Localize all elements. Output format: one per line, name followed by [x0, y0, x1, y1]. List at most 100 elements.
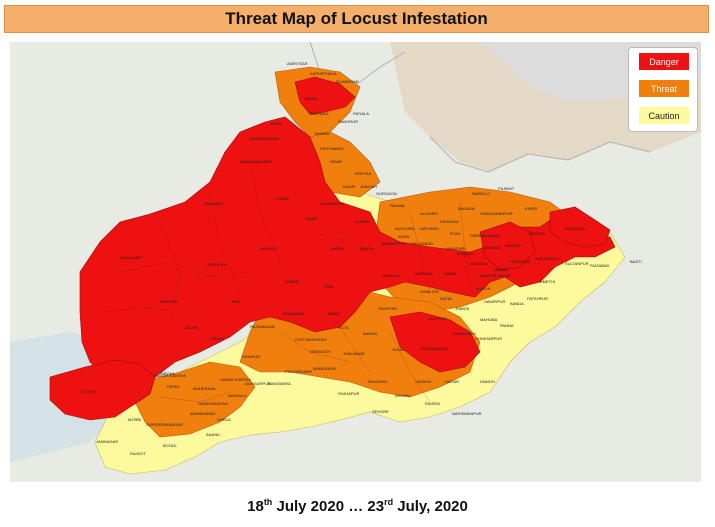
- place-label: MOGA: [305, 96, 318, 101]
- place-label: BHARATPUR: [382, 241, 407, 246]
- place-label: ETAWAH: [457, 251, 474, 256]
- zone-threat-gujarat: [134, 361, 256, 438]
- place-label: SABAR KANTHA: [220, 377, 251, 382]
- end-rest: July, 2020: [397, 498, 468, 515]
- map-legend: Danger Threat Caution: [628, 47, 698, 132]
- place-label: AMETHI: [540, 279, 556, 284]
- place-label: RAJGARH: [368, 379, 388, 384]
- place-label: FIROZABAD: [410, 241, 433, 246]
- place-label: BANDA: [510, 301, 524, 306]
- place-label: KHEDA: [217, 417, 231, 422]
- map-canvas[interactable]: AMRITSAR KAPURTHALA JALANDHAR MOGA BARNA…: [10, 42, 701, 482]
- place-label: JHALAWAR: [343, 351, 365, 356]
- place-label: PALWAL: [390, 203, 406, 208]
- place-label: JAISALMER: [120, 255, 143, 260]
- place-label: CHHATARPUR: [475, 336, 503, 341]
- place-label: MORBI: [128, 417, 142, 422]
- place-label: JHANSI: [455, 306, 470, 311]
- place-label: BARMER: [160, 299, 178, 304]
- place-label: KANNAUJ: [482, 245, 501, 250]
- zone-danger-east: [549, 206, 611, 248]
- place-label: BHIND: [444, 271, 457, 276]
- place-label: DAUSA: [360, 246, 374, 251]
- place-label: BHILWARA: [283, 311, 304, 316]
- place-label: JAMNAGAR: [96, 439, 119, 444]
- place-label: PILIBHIT: [498, 186, 515, 191]
- map-title: Threat Map of Locust Infestation: [225, 9, 488, 28]
- place-label: BAREILLY: [472, 191, 491, 196]
- place-label: MANDSAUR: [313, 366, 336, 371]
- place-label: RAJKOT: [130, 451, 146, 456]
- place-label: AJMER: [285, 279, 299, 284]
- place-label: CHITTAURGARH: [295, 337, 327, 342]
- place-label: SIROHI: [160, 371, 174, 376]
- place-label: SAGAR: [445, 379, 460, 384]
- place-label: AHMADABAD: [190, 411, 216, 416]
- place-label: UNNAO: [494, 267, 509, 272]
- place-label: LALITPUR: [428, 316, 448, 321]
- place-label: KANPUR DEHAT: [480, 273, 512, 278]
- place-label: LUCKNOW: [510, 259, 531, 264]
- place-label: DATIA: [440, 296, 452, 301]
- zone-danger-lucknow: [479, 221, 536, 271]
- place-label: SEHORE: [372, 409, 389, 414]
- place-label: BASTI: [630, 259, 642, 264]
- zone-danger-punjab-north: [294, 76, 356, 115]
- place-label: HARDOI: [505, 243, 521, 248]
- place-label: NEEMUCH: [310, 349, 331, 354]
- legend-threat: Threat: [639, 80, 689, 97]
- place-label: MATHURA: [395, 226, 415, 231]
- place-label: BIKANER: [205, 201, 223, 206]
- place-label: GUNA: [392, 347, 404, 352]
- place-label: PATAN: [167, 384, 180, 389]
- start-suffix: th: [263, 497, 273, 507]
- district-lines: [99, 161, 471, 403]
- place-label: FARRUKHABAD: [470, 233, 501, 238]
- place-label: SIRSA: [270, 121, 283, 126]
- place-label: AGRA: [398, 234, 410, 239]
- place-label: SIKAR: [305, 216, 318, 221]
- place-label: BAHRAICH: [565, 226, 586, 231]
- place-label: PALI: [232, 299, 241, 304]
- map-title-bar: Threat Map of Locust Infestation: [4, 5, 709, 33]
- place-label: ALIGARH: [420, 211, 438, 216]
- place-label: GANDHINAGAR: [198, 401, 228, 406]
- zone-danger-kutch: [49, 359, 156, 421]
- place-label: SHAHJAHANPUR: [480, 211, 513, 216]
- place-label: GURGAON: [376, 191, 397, 196]
- place-label: JALAUN: [475, 286, 491, 291]
- place-label: HAMIRPUR: [484, 299, 506, 304]
- legend-danger: Danger: [639, 53, 689, 70]
- place-label: UDAIPUR: [242, 354, 261, 359]
- end-day: 23: [367, 498, 385, 515]
- date-separator: …: [348, 498, 364, 515]
- place-label: DAMOH: [480, 379, 495, 384]
- place-label: SHAJAPUR: [338, 391, 360, 396]
- place-label: SIROHI: [210, 336, 224, 341]
- place-label: RAJSAMAND: [250, 324, 275, 329]
- zone-danger-main: [79, 116, 616, 388]
- place-label: SANGRUR: [338, 119, 359, 124]
- place-label: JALOR: [185, 325, 198, 330]
- place-label: BHOPAL: [395, 393, 411, 398]
- place-label: TIKAMGARH: [452, 331, 476, 336]
- place-label: RAISEN: [425, 401, 440, 406]
- place-label: VIDISHA: [415, 379, 432, 384]
- place-label: MANSA: [315, 131, 330, 136]
- place-label: KARAULI: [382, 273, 400, 278]
- place-label: AMRITSAR: [287, 61, 308, 66]
- place-label: FAIZABAD: [590, 263, 610, 268]
- place-label: HANUMANGARH: [240, 159, 272, 164]
- end-suffix: rd: [384, 497, 394, 507]
- start-rest: July 2020: [276, 498, 345, 515]
- zone-danger-bundelkhand: [389, 311, 481, 373]
- place-label: PATIALA: [353, 111, 369, 116]
- place-label: CHURU: [275, 196, 290, 201]
- place-label: GWALIOR: [420, 289, 439, 294]
- place-label: MAINPURI: [446, 246, 466, 251]
- place-label: TONK: [323, 284, 335, 289]
- place-label: ETAH: [450, 231, 461, 236]
- base-map: [10, 42, 701, 482]
- place-label: PANNA: [500, 323, 514, 328]
- place-label: SULTANPUR: [565, 261, 589, 266]
